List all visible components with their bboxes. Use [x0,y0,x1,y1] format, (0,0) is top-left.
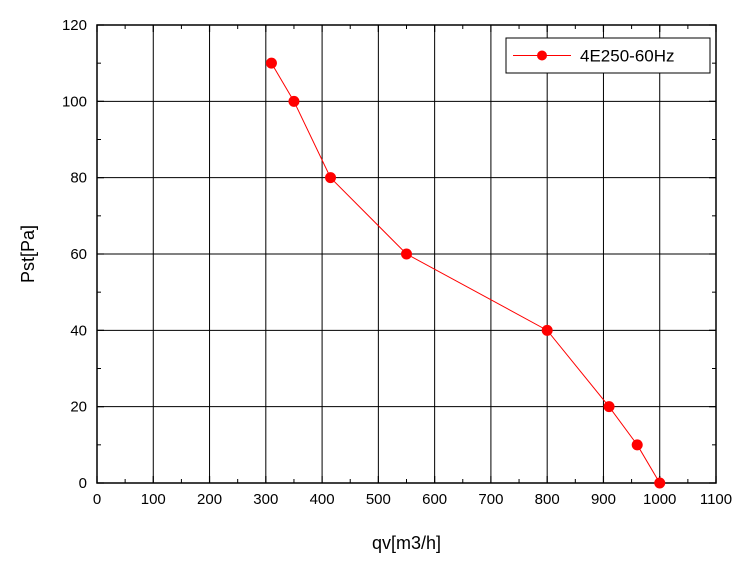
y-tick-label: 40 [70,322,87,339]
y-tick-label: 80 [70,170,87,187]
x-tick-label: 600 [422,491,447,508]
y-tick-label: 20 [70,399,87,416]
y-tick-label: 100 [62,93,87,110]
series-line [271,62,661,484]
x-tick-label: 1100 [700,491,732,508]
data-point [541,324,553,336]
data-point [265,57,277,69]
x-tick-label: 100 [141,491,166,508]
legend-label: 4E250-60Hz [580,47,675,66]
x-tick-labels: 0 100 200 300 400 500 600 700 800 900 1000 1100 [93,491,732,508]
data-point [603,401,615,413]
x-tick-label: 500 [366,491,391,508]
x-tick-label: 300 [253,491,278,508]
x-tick-label: 900 [591,491,616,508]
y-axis-title: Pst[Pa] [18,225,38,283]
data-point [631,439,643,451]
y-tick-label: 60 [70,246,87,263]
y-tick-label: 120 [62,17,87,34]
x-tick-label: 400 [310,491,335,508]
x-tick-label: 700 [478,491,503,508]
data-point [288,95,300,107]
axis-ticks [96,24,717,484]
data-point [325,172,337,184]
y-tick-label: 0 [79,475,87,492]
x-tick-label: 1000 [643,491,676,508]
data-point [654,477,666,489]
legend: 4E250-60Hz [505,37,711,74]
y-tick-labels: 0 20 40 60 80 100 120 [62,17,87,492]
legend-marker [537,50,547,61]
x-axis-title: qv[m3/h] [372,533,441,553]
data-point [401,248,412,260]
x-tick-label: 800 [535,491,560,508]
series [265,57,666,489]
x-tick-label: 0 [93,491,101,508]
x-tick-label: 200 [197,491,222,508]
